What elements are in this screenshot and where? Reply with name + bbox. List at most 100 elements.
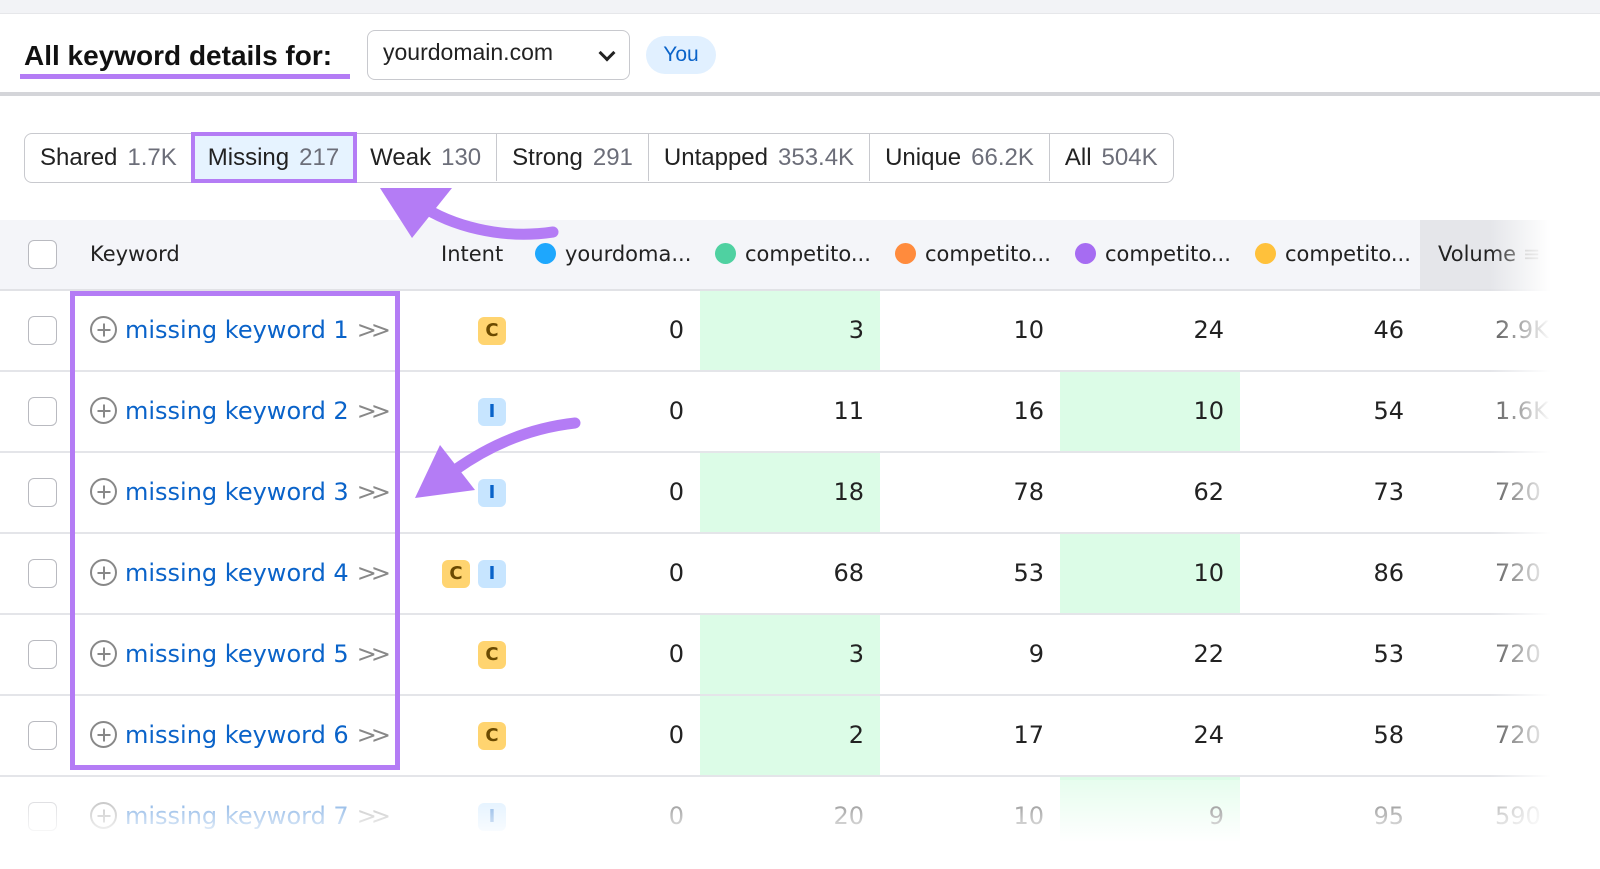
position-cell: 18 [700,453,880,532]
position-cell: 22 [1193,640,1224,668]
row-checkbox[interactable] [28,397,57,426]
intent-cell: C [400,291,520,370]
chevron-down-icon [598,44,616,62]
page-header: All keyword details for: yourdomain.com … [0,14,1600,96]
position-cell: 86 [1373,559,1404,587]
keyword-link[interactable]: missing keyword 1 [125,316,349,344]
domain-label: competito... [1285,242,1411,266]
keyword-link[interactable]: missing keyword 2 [125,397,349,425]
position-cell: 24 [1193,721,1224,749]
row-checkbox[interactable] [28,559,57,588]
intent-badge: C [442,560,470,588]
tab-label: Shared [40,144,118,171]
keyword-link[interactable]: missing keyword 4 [125,559,349,587]
add-keyword-icon[interactable] [90,721,117,748]
domain-color-dot-icon [1075,243,1096,264]
tab-count: 291 [592,144,633,171]
table-row: missing keyword 1>> C031024462.9K [0,291,1600,372]
intent-cell: I [400,453,520,532]
position-cell: 16 [1013,397,1044,425]
position-cell: 9 [1028,640,1044,668]
row-checkbox[interactable] [28,721,57,750]
position-cell: 0 [668,478,684,506]
row-checkbox[interactable] [28,478,57,507]
add-keyword-icon[interactable] [90,559,117,586]
tab-label: Untapped [663,144,768,171]
position-cell: 0 [668,397,684,425]
keyword-link[interactable]: missing keyword 3 [125,478,349,506]
column-domain-3[interactable]: competito... [895,220,1051,289]
tab-count: 353.4K [778,144,855,171]
title-underline-annotation [20,74,350,79]
keyword-filter-tabs: Shared 1.7K Missing 217 Weak 130 Strong 291 Unta… [24,132,1174,183]
domain-color-dot-icon [535,243,556,264]
position-cell: 68 [833,559,864,587]
position-cell: 53 [1373,640,1404,668]
column-domain-4[interactable]: competito... [1075,220,1231,289]
domain-label: competito... [925,242,1051,266]
position-cell: 0 [668,559,684,587]
position-cell: 3 [700,615,880,694]
tab-all[interactable]: All 504K [1050,134,1173,181]
domain-dropdown[interactable]: yourdomain.com [367,30,630,80]
table-row: missing keyword 3>> I018786273720 [0,453,1600,534]
intent-cell: C [400,615,520,694]
intent-badge: C [478,722,506,750]
keyword-link[interactable]: missing keyword 5 [125,640,349,668]
position-cell: 0 [668,316,684,344]
domain-color-dot-icon [895,243,916,264]
tab-label: Missing [207,144,290,171]
keyword-link[interactable]: missing keyword 6 [125,721,349,749]
tab-label: All [1064,144,1092,171]
add-keyword-icon[interactable] [90,640,117,667]
tab-missing[interactable]: Missing 217 [190,132,358,183]
intent-cell: C [400,696,520,775]
table-header: Keyword Intent Volume ≡ yourdoma...compe… [0,220,1600,291]
keyword-cell: missing keyword 2 >> [90,372,391,451]
position-cell: 54 [1373,397,1404,425]
tab-count: 66.2K [971,144,1034,171]
tab-unique[interactable]: Unique 66.2K [870,134,1050,181]
position-cell: 73 [1373,478,1404,506]
column-intent[interactable]: Intent [441,242,504,266]
keyword-highlight-annotation [70,291,400,770]
position-cell: 10 [1060,534,1240,613]
keyword-cell: missing keyword 3 >> [90,453,391,532]
position-cell: 46 [1373,316,1404,344]
domain-value: yourdomain.com [383,39,554,65]
tab-untapped[interactable]: Untapped 353.4K [649,134,871,181]
tab-weak[interactable]: Weak 130 [355,134,498,181]
bottom-fade [0,780,1600,869]
position-cell: 10 [1060,372,1240,451]
intent-badge: C [478,317,506,345]
position-cell: 62 [1193,478,1224,506]
column-domain-5[interactable]: competito... [1255,220,1411,289]
column-domain-1[interactable]: yourdoma... [535,220,691,289]
right-fade [1490,200,1600,869]
column-keyword[interactable]: Keyword [90,242,180,266]
add-keyword-icon[interactable] [90,397,117,424]
tab-strong[interactable]: Strong 291 [497,134,649,181]
intent-badge: I [478,560,506,588]
tab-count: 1.7K [127,144,177,171]
tab-count: 217 [299,144,340,171]
select-all-checkbox[interactable] [28,240,57,269]
intent-badge: C [478,641,506,669]
row-checkbox[interactable] [28,316,57,345]
row-checkbox[interactable] [28,640,57,669]
top-bar [0,0,1600,14]
tab-label: Weak [370,144,432,171]
tab-shared[interactable]: Shared 1.7K [25,134,193,181]
add-keyword-icon[interactable] [90,478,117,505]
position-cell: 17 [1013,721,1044,749]
tab-count: 504K [1101,144,1158,171]
intent-badge: I [478,398,506,426]
intent-cell: I [400,372,520,451]
column-domain-2[interactable]: competito... [715,220,871,289]
add-keyword-icon[interactable] [90,316,117,343]
position-cell: 78 [1013,478,1044,506]
keyword-cell: missing keyword 5 >> [90,615,391,694]
page-title: All keyword details for: [24,40,333,71]
intent-badge: I [478,479,506,507]
